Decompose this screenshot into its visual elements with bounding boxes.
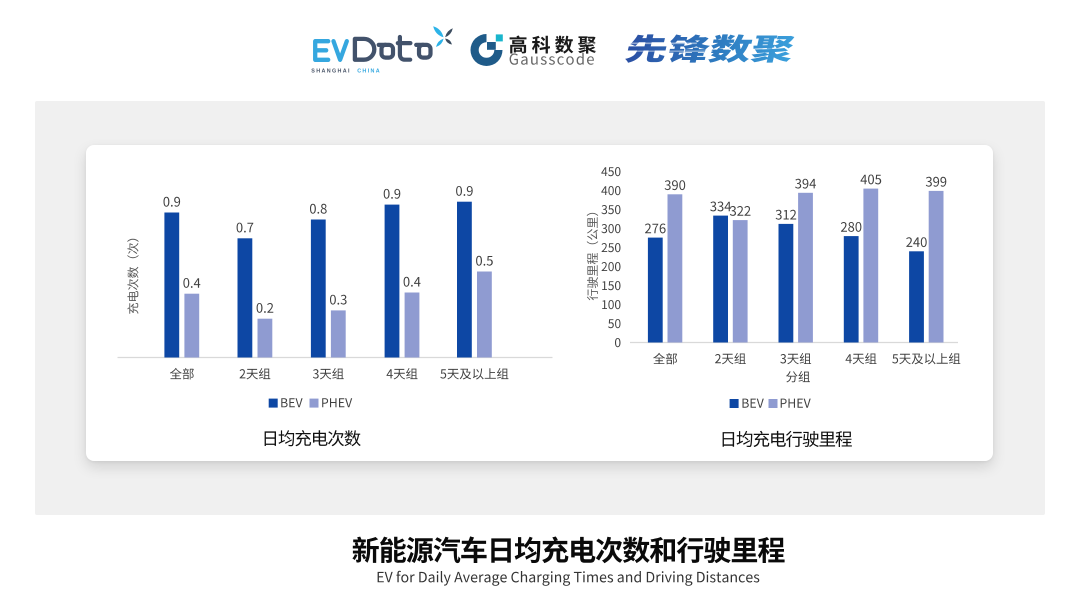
svg-text:SHANGHAI: SHANGHAI: [311, 69, 351, 75]
svg-text:CHINA: CHINA: [357, 69, 381, 75]
